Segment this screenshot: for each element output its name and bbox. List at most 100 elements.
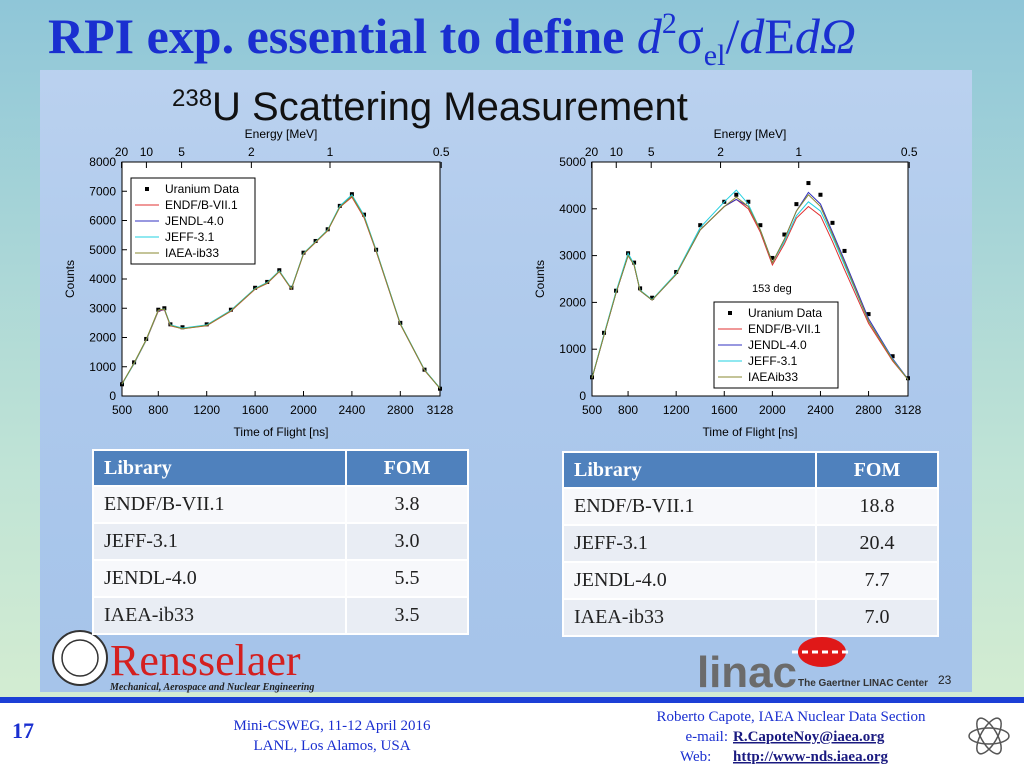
table-cell: JEFF-3.1 [561,524,818,563]
data-point [806,181,811,186]
y-tick-label: 4000 [559,202,586,216]
image-title-text: U Scattering Measurement [212,85,688,129]
x-tick-label: 2000 [290,403,317,417]
top-tick-label: 0.5 [901,145,918,159]
table-row: JEFF-3.1 20.4 [561,524,939,563]
table-cell: 3.8 [345,485,469,524]
y-tick-label: 0 [579,389,586,403]
data-point [770,255,775,260]
venue: LANL, Los Alamos, USA [253,738,410,754]
x-tick-label: 2400 [807,403,834,417]
x-tick-label: 800 [618,403,638,417]
top-tick-label: 1 [795,145,802,159]
email-link[interactable]: R.CapoteNoy@iaea.org [733,729,885,745]
title-math: d [795,8,821,64]
x-tick-label: 2400 [339,403,366,417]
fom-table: Library FOM ENDF/B-VII.1 18.8 JEFF-3.1 20.4 JE… [561,451,939,637]
y-axis-label: Counts [63,260,77,298]
x-axis-label: Time of Flight [ns] [234,425,329,439]
y-tick-label: 5000 [559,155,586,169]
y-tick-label: 1000 [89,360,116,374]
data-point [818,192,823,197]
top-tick-label: 5 [178,145,185,159]
top-tick-label: 20 [585,145,599,159]
iaea-logo [976,717,1002,755]
series-line [591,194,909,380]
data-point [438,386,442,391]
x-tick-label: 2800 [855,403,882,417]
table-cell: ENDF/B-VII.1 [91,485,348,524]
annotation: 153 deg [752,283,792,295]
x-tick-label: 800 [148,403,168,417]
x-tick-label: 2800 [387,403,414,417]
data-point [650,295,655,300]
legend-marker [728,311,732,315]
table-row: ENDF/B-VII.1 3.8 [91,485,469,524]
y-tick-label: 4000 [89,272,116,286]
legend-marker [145,187,149,191]
data-point [758,223,763,228]
data-point [842,248,847,253]
data-point [746,199,751,204]
y-tick-label: 3000 [89,301,116,315]
x-tick-label: 500 [112,403,132,417]
iaea-logo [976,717,1002,755]
top-tick-label: 20 [115,145,129,159]
title-math: E [764,8,795,64]
header-cell: Library [561,451,818,489]
x-tick-label: 1600 [242,403,269,417]
top-tick-label: 5 [648,145,655,159]
data-point [734,192,739,197]
table-cell: IAEA-ib33 [91,596,348,635]
title-math: Ω [820,8,856,64]
author: Roberto Capote, IAEA Nuclear Data Sectio… [656,709,926,725]
linac-logo: linac [697,648,797,697]
slide-title: RPI exp. essential to define d2σel/dEdΩ [48,7,856,72]
x-tick-label: 1600 [711,403,738,417]
y-tick-label: 3000 [559,249,586,263]
slide-number: 17 [12,718,34,743]
legend-label: Uranium Data [748,306,822,320]
legend-label: JENDL-4.0 [748,338,807,352]
legend-label: JEFF-3.1 [748,354,798,368]
web-link[interactable]: http://www-nds.iaea.org [733,749,889,765]
x-tick-label: 1200 [663,403,690,417]
y-tick-label: 2000 [559,295,586,309]
table-row: JENDL-4.0 5.5 [91,559,469,598]
fom-table: Library FOM ENDF/B-VII.1 3.8 JEFF-3.1 3.0 JEND… [91,449,469,635]
image-page-number: 23 [938,673,952,687]
table-cell: 3.0 [345,522,469,561]
y-axis-label: Counts [533,260,547,298]
seal-inner [61,639,99,677]
table-cell: JEFF-3.1 [91,522,348,561]
y-tick-label: 5000 [89,243,116,257]
x-tick-label: 1200 [193,403,220,417]
x-tick-label: 3128 [895,403,922,417]
legend-label: JEFF-3.1 [165,230,215,244]
rensselaer-logo: Rensselaer [110,636,301,685]
table-row: ENDF/B-VII.1 18.8 [561,487,939,526]
table-cell: 3.5 [345,596,469,635]
table-cell: IAEA-ib33 [561,598,818,637]
web-label: Web: [680,749,711,765]
title-math: d [637,8,663,64]
data-point [890,354,895,359]
table-cell: 7.0 [815,598,939,637]
data-point [866,312,871,317]
data-point [794,202,799,207]
y-tick-label: 2000 [89,331,116,345]
table-cell: 18.8 [815,487,939,526]
table-row: IAEA-ib33 3.5 [91,596,469,635]
x-tick-label: 3128 [427,403,454,417]
event: Mini-CSWEG, 11-12 April 2016 [234,718,431,734]
table-cell: JENDL-4.0 [561,561,818,600]
top-axis-label: Energy [MeV] [245,127,318,141]
image-title: 238U Scattering Measurement [172,85,688,129]
table-cell: 7.7 [815,561,939,600]
header-row: Library FOM [91,449,469,487]
linac-center: The Gaertner LINAC Center [798,678,928,689]
top-tick-label: 2 [717,145,724,159]
table-cell: ENDF/B-VII.1 [561,487,818,526]
